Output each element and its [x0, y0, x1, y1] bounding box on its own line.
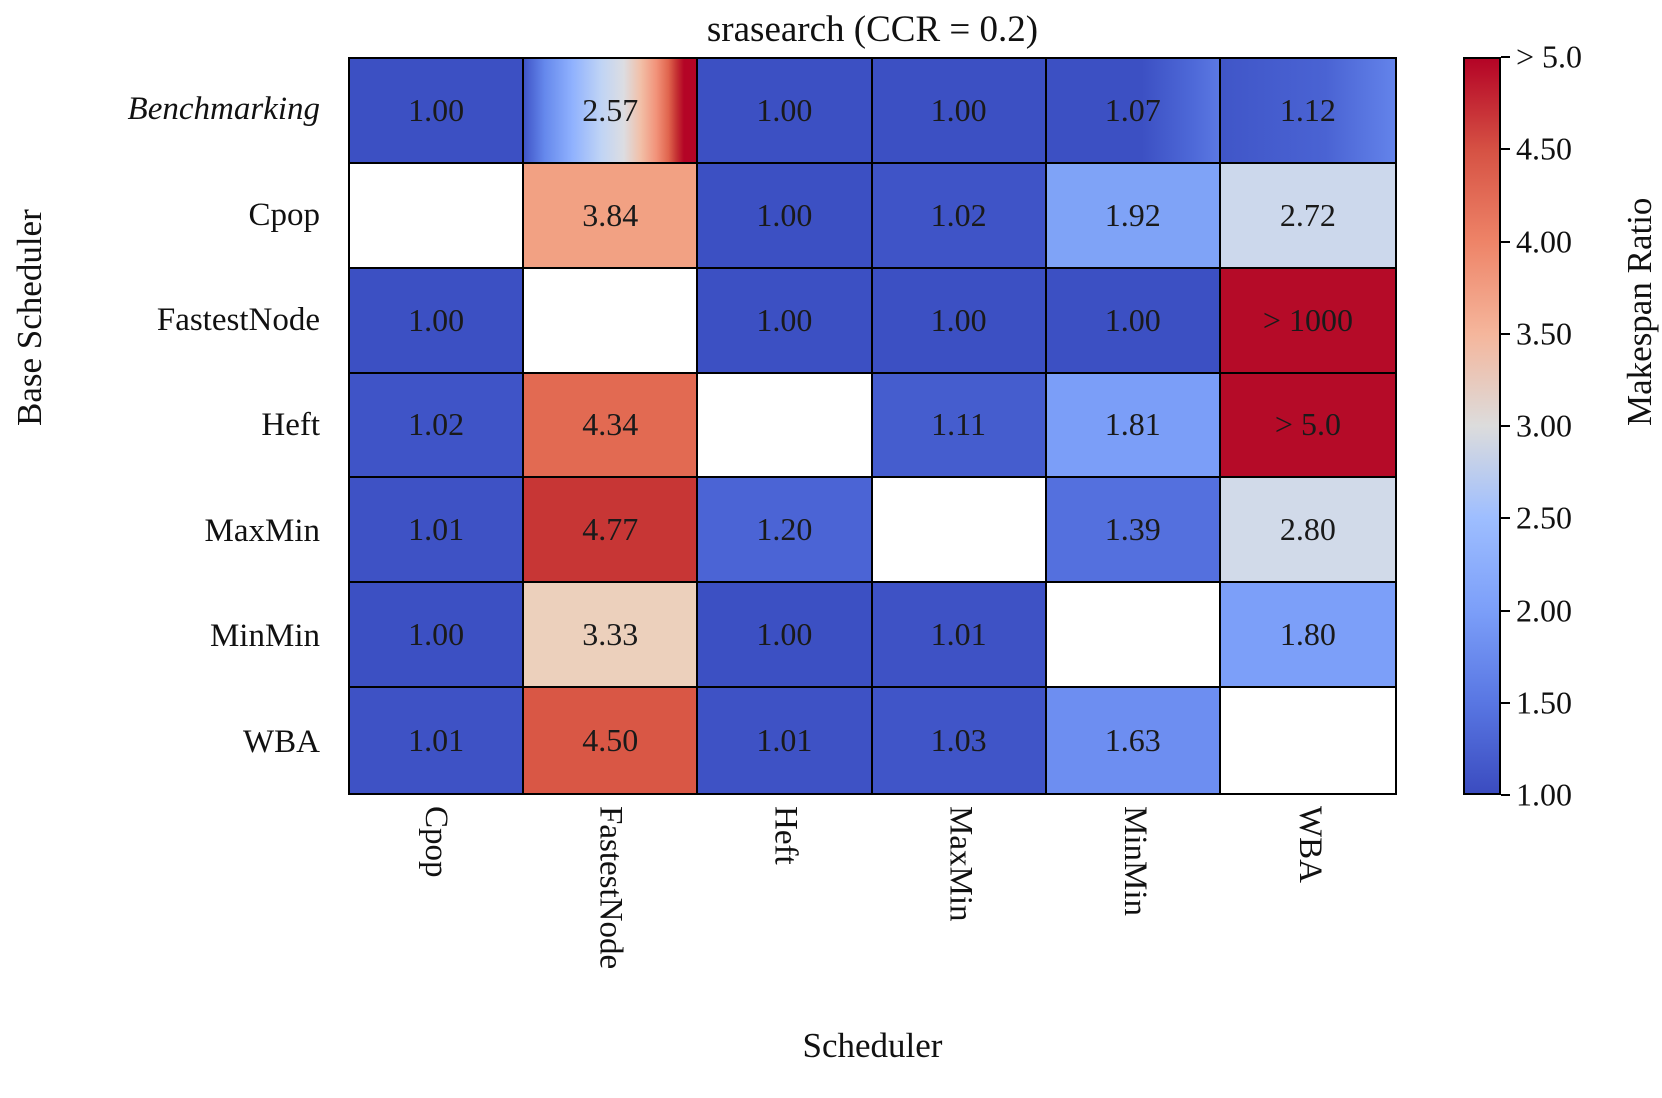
colorbar-tickmark-3.00: [1501, 425, 1510, 427]
cell-MinMin-MaxMin: 1.01: [872, 583, 1047, 689]
cell-Cpop-FastestNode: 3.84: [524, 163, 699, 269]
cell-MaxMin-MaxMin: [872, 478, 1047, 584]
cell-WBA-MinMin: 1.63: [1046, 688, 1221, 793]
x-tick-slot-FastestNode: FastestNode: [523, 806, 698, 969]
cell-Benchmarking-MaxMin: 1.00: [872, 59, 1047, 164]
x-tick-MaxMin: MaxMin: [942, 806, 979, 922]
cell-Cpop-Heft: 1.00: [698, 163, 873, 269]
colorbar-ticklabel-1.50: 1.50: [1516, 684, 1572, 721]
cell-Heft-FastestNode: 4.34: [524, 373, 699, 479]
x-tick-slot-Cpop: Cpop: [348, 806, 523, 969]
colorbar-ticklabel-2.00: 2.00: [1516, 592, 1572, 628]
cell-FastestNode-MaxMin: 1.00: [872, 268, 1047, 374]
x-tick-WBA: WBA: [1292, 806, 1329, 883]
cell-Heft-MinMin: 1.81: [1046, 373, 1221, 479]
x-tick-MinMin: MinMin: [1117, 806, 1154, 917]
y-tick-MinMin: MinMin: [209, 618, 320, 655]
cell-FastestNode-Heft: 1.00: [698, 268, 873, 374]
cell-MinMin-WBA: 1.80: [1220, 583, 1395, 689]
colorbar-tickmark-> 5.0: [1501, 56, 1510, 58]
x-tick-slot-MaxMin: MaxMin: [872, 806, 1047, 969]
cell-FastestNode-WBA: > 1000: [1220, 268, 1395, 374]
cell-Benchmarking-WBA: 1.12: [1220, 59, 1395, 164]
cell-WBA-Heft: 1.01: [698, 688, 873, 793]
cell-Cpop-MinMin: 1.92: [1046, 163, 1221, 269]
x-tick-slot-MinMin: MinMin: [1047, 806, 1222, 969]
y-axis-tick-labels: Benchmarking Cpop FastestNode Heft MaxMin Min…: [0, 57, 334, 795]
x-tick-slot-Heft: Heft: [698, 806, 873, 969]
cell-Heft-Heft: [698, 373, 873, 479]
cell-Benchmarking-Cpop: 1.00: [350, 59, 525, 164]
x-tick-Cpop: Cpop: [417, 806, 454, 878]
y-tick-Cpop: Cpop: [248, 196, 320, 233]
colorbar-tickmark-2.50: [1501, 517, 1510, 520]
colorbar-ticklabel-2.50: 2.50: [1516, 499, 1572, 536]
y-tick-Heft: Heft: [261, 407, 320, 444]
cell-Heft-MaxMin: 1.11: [872, 373, 1047, 479]
cell-MaxMin-FastestNode: 4.77: [524, 478, 699, 584]
cell-Benchmarking-MinMin: 1.07: [1046, 59, 1221, 164]
colorbar-ticklabel-> 5.0: > 5.0: [1516, 38, 1583, 75]
colorbar-tickmark-2.00: [1501, 609, 1510, 612]
chart-title: srasearch (CCR = 0.2): [706, 9, 1039, 50]
cell-MinMin-MinMin: [1046, 583, 1221, 689]
cell-Cpop-Cpop: [350, 163, 525, 269]
cell-FastestNode-Cpop: 1.00: [350, 268, 525, 374]
colorbar-ticklabel-3.00: 3.00: [1516, 407, 1572, 444]
cell-WBA-Cpop: 1.01: [350, 688, 525, 793]
y-tick-WBA: WBA: [243, 723, 320, 760]
colorbar-tickmark-4.50: [1501, 148, 1510, 151]
y-tick-Benchmarking: Benchmarking: [127, 91, 320, 128]
cell-Heft-WBA: > 5.0: [1220, 373, 1395, 479]
x-tick-slot-WBA: WBA: [1222, 806, 1397, 969]
cell-Benchmarking-FastestNode: 2.57: [524, 59, 699, 164]
colorbar-ticklabel-4.00: 4.00: [1516, 223, 1572, 259]
cell-MaxMin-WBA: 2.80: [1220, 478, 1395, 584]
cell-MinMin-FastestNode: 3.33: [524, 583, 699, 689]
cell-FastestNode-MinMin: 1.00: [1046, 268, 1221, 374]
cell-MaxMin-Heft: 1.20: [698, 478, 873, 584]
y-tick-FastestNode: FastestNode: [156, 302, 320, 339]
cell-WBA-MaxMin: 1.03: [872, 688, 1047, 793]
colorbar-ticklabel-4.50: 4.50: [1516, 130, 1572, 167]
colorbar-ticklabel-1.00: 1.00: [1516, 776, 1572, 813]
colorbar-tickmark-3.50: [1501, 332, 1510, 335]
cell-Cpop-MaxMin: 1.02: [872, 163, 1047, 269]
cell-Benchmarking-Heft: 1.00: [698, 59, 873, 164]
colorbar-tickmark-4.00: [1501, 240, 1510, 243]
colorbar-gradient: [1463, 57, 1501, 795]
cell-WBA-FastestNode: 4.50: [524, 688, 699, 793]
cell-MinMin-Heft: 1.00: [698, 583, 873, 689]
colorbar-tickmark-1.50: [1501, 701, 1510, 704]
cell-WBA-WBA: [1220, 688, 1395, 793]
heatmap: 1.00 2.57 1.00 1.00 1.07 1.12 3.84 1.00 1.02 1.92…: [348, 57, 1397, 795]
x-tick-FastestNode: FastestNode: [592, 806, 629, 970]
colorbar-ticklabel-3.50: 3.50: [1516, 315, 1572, 352]
cell-Heft-Cpop: 1.02: [350, 373, 525, 479]
colorbar-tickmark-1.00: [1501, 794, 1510, 796]
cell-MinMin-Cpop: 1.00: [350, 583, 525, 689]
x-axis-tick-labels: Cpop FastestNode Heft MaxMin MinMin WBA: [348, 806, 1397, 969]
x-axis-title: Scheduler: [802, 1026, 943, 1065]
cell-Cpop-WBA: 2.72: [1220, 163, 1395, 269]
cell-FastestNode-FastestNode: [524, 268, 699, 374]
x-tick-Heft: Heft: [767, 806, 804, 865]
cell-MaxMin-MinMin: 1.39: [1046, 478, 1221, 584]
y-tick-MaxMin: MaxMin: [204, 512, 321, 549]
colorbar-area: > 5.0 4.50 4.00 3.50 3.00 2.50 2.00 1.50 1.00: [1463, 39, 1662, 813]
cell-MaxMin-Cpop: 1.01: [350, 478, 525, 584]
